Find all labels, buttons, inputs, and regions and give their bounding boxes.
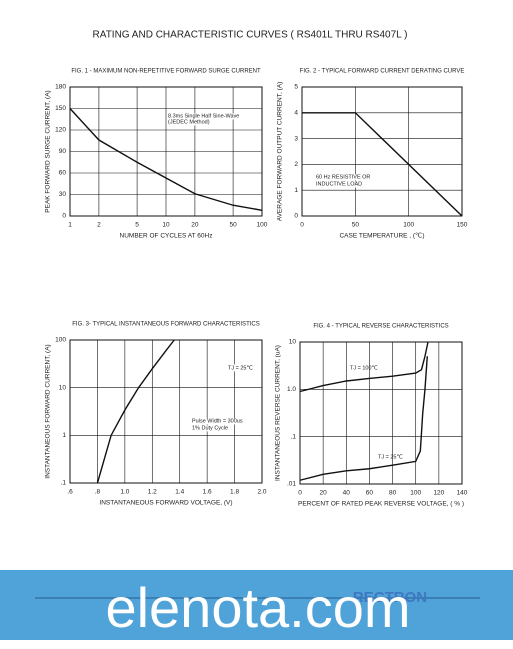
- x-tick-label: 1.0: [120, 489, 129, 496]
- y-tick-label: 30: [59, 191, 67, 198]
- x-tick-label: 1.8: [230, 489, 239, 496]
- series-label: TJ = 25℃: [378, 453, 403, 460]
- logo: RECTRON: [353, 589, 427, 606]
- x-tick-label: 100: [403, 222, 414, 229]
- annotation-bg: [191, 425, 230, 432]
- x-tick-label: 100: [257, 222, 268, 229]
- x-tick-label: 150: [457, 222, 468, 229]
- x-tick-label: 100: [410, 490, 421, 497]
- x-tick-label: 120: [433, 490, 444, 497]
- y-tick-label: 10: [289, 339, 297, 346]
- annotation-bg: [315, 174, 372, 181]
- y-axis-label: AVERAGE FORWARD OUTPUT CURRENT, (A): [277, 82, 284, 222]
- x-axis-label: NUMBER OF CYCLES AT 60Hz: [120, 233, 213, 240]
- y-tick-label: 5: [294, 84, 298, 91]
- y-tick-label: 1.0: [287, 386, 296, 393]
- curve: [299, 341, 429, 393]
- chart-title: FIG. 3- TYPICAL INSTANTANEOUS FORWARD CH…: [72, 322, 259, 328]
- x-tick-label: 0: [300, 222, 304, 229]
- y-tick-label: 3: [294, 135, 298, 142]
- x-axis-label: CASE TEMPERATURE , (℃): [339, 232, 424, 240]
- y-tick-label: 1: [294, 187, 298, 194]
- plot-frame: [69, 86, 263, 217]
- curve: [302, 112, 463, 217]
- y-tick-label: 0: [294, 213, 298, 220]
- annotation: 60 Hz RESISTIVE OR: [316, 174, 370, 180]
- x-tick-label: .8: [95, 489, 101, 496]
- y-tick-label: .1: [61, 480, 67, 487]
- x-axis-label: PERCENT OF RATED PEAK REVERSE VOLTAGE, (…: [298, 501, 464, 508]
- x-tick-label: 2: [97, 222, 101, 229]
- y-tick-label: 150: [55, 105, 66, 112]
- x-tick-label: 1.6: [203, 489, 212, 496]
- series-label: TJ = 100℃: [350, 364, 378, 371]
- chart-title: FIG. 4 - TYPICAL REVERSE CHARACTERISTICS: [313, 324, 448, 330]
- y-tick-label: 10: [59, 384, 67, 391]
- x-tick-label: .6: [67, 489, 73, 496]
- y-axis-label: PEAK FORWARD SURGE CURRENT, (A): [45, 90, 52, 212]
- page-title: RATING AND CHARACTERISTIC CURVES ( RS401…: [93, 30, 408, 41]
- x-tick-label: 50: [352, 222, 360, 229]
- x-tick-label: 10: [162, 222, 170, 229]
- y-tick-label: 4: [294, 110, 298, 117]
- x-tick-label: 140: [457, 490, 468, 497]
- annotation: 8.3ms Single Half Sine-Wave: [168, 113, 239, 119]
- charts: FIG. 1 - MAXIMUM NON-REPETITIVE FORWARD …: [45, 69, 468, 508]
- y-tick-label: 120: [55, 127, 66, 134]
- chart-title: FIG. 2 - TYPICAL FORWARD CURRENT DERATIN…: [300, 69, 465, 75]
- annotation-bg: [167, 119, 211, 126]
- x-tick-label: 5: [135, 222, 139, 229]
- y-tick-label: 2: [294, 161, 298, 168]
- y-tick-label: 180: [55, 84, 66, 91]
- watermark-banner: [0, 570, 513, 640]
- y-tick-label: 90: [59, 148, 67, 155]
- plot-frame: [299, 341, 463, 485]
- y-tick-label: 1: [62, 432, 66, 439]
- x-tick-label: 1: [68, 222, 72, 229]
- annotation: 1% Duty Cycle: [192, 425, 228, 431]
- x-tick-label: 50: [229, 222, 237, 229]
- x-tick-label: 20: [320, 490, 328, 497]
- x-tick-label: 40: [343, 490, 351, 497]
- annotation: (JEDEC Method): [168, 119, 210, 125]
- x-tick-label: 2.0: [257, 489, 266, 496]
- annotation: INDUCTIVE LOAD: [316, 181, 362, 187]
- x-tick-label: 0: [298, 490, 302, 497]
- x-tick-label: 1.4: [175, 489, 184, 496]
- watermark: elenota.com: [105, 576, 410, 639]
- curve: [69, 108, 263, 211]
- plot-frame: [69, 339, 263, 484]
- y-tick-label: 100: [55, 337, 66, 344]
- x-axis-label: INSTANTANEOUS FORWARD VOLTAGE, (V): [99, 500, 232, 507]
- annotation: TJ = 25℃: [228, 364, 253, 371]
- annotation: Pulse Width = 300us: [192, 418, 243, 424]
- chart-title: FIG. 1 - MAXIMUM NON-REPETITIVE FORWARD …: [71, 69, 261, 75]
- plot-frame: [301, 86, 463, 217]
- y-tick-label: 60: [59, 170, 67, 177]
- x-tick-label: 60: [366, 490, 374, 497]
- y-axis-label: INSTANTANEOUS REVERSE CURRENT, (uA): [275, 345, 282, 481]
- y-axis-label: INSTANTANEOUS FORWARD CURRENT, (A): [45, 344, 52, 478]
- x-tick-label: 80: [389, 490, 397, 497]
- x-tick-label: 20: [191, 222, 199, 229]
- x-tick-label: 1.2: [148, 489, 157, 496]
- y-tick-label: 0: [62, 213, 66, 220]
- y-tick-label: .1: [291, 433, 297, 440]
- annotation-bg: [167, 113, 241, 120]
- annotation-bg: [191, 418, 244, 425]
- curve: [96, 339, 175, 484]
- y-tick-label: .01: [287, 481, 296, 488]
- annotation-bg: [315, 181, 364, 188]
- curve: [299, 356, 428, 481]
- annotation-bg: [227, 364, 254, 372]
